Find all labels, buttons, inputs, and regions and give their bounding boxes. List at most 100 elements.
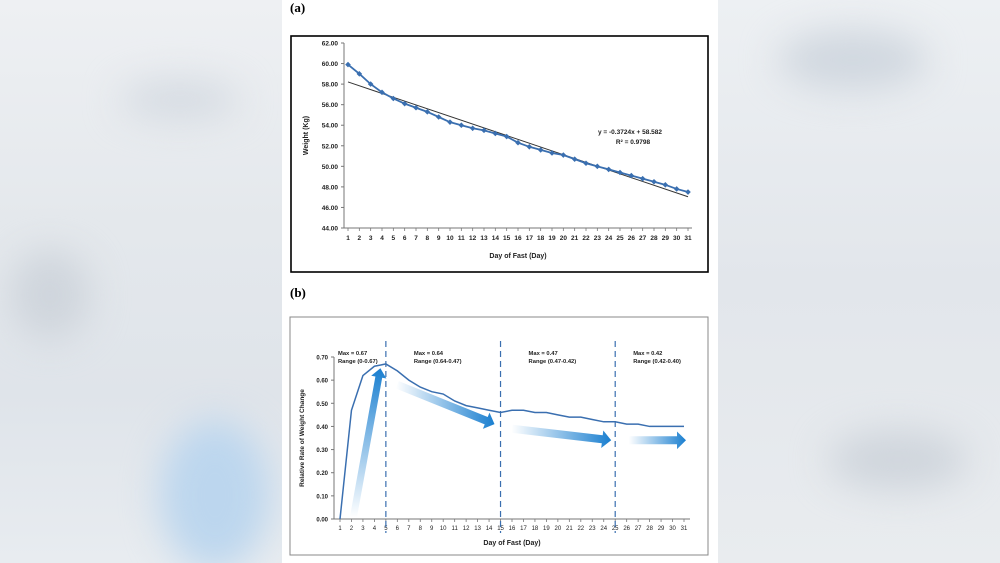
y-axis-title: Relative Rate of Weight Change [299,389,306,487]
data-point [673,186,680,192]
y-tick-label: 50.00 [322,164,339,171]
x-tick-label: 14 [486,526,493,532]
trend-arrow-phase-1 [350,368,387,518]
y-tick-label: 48.00 [322,184,339,191]
x-tick-label: 11 [452,526,459,532]
data-point [424,109,431,115]
x-tick-label: 4 [373,526,377,532]
x-tick-label: 24 [605,235,613,242]
phase-max-label: Max = 0.42 [633,351,662,357]
x-tick-label: 31 [681,526,688,532]
x-tick-label: 12 [469,235,477,242]
data-point [639,175,646,182]
trend-arrow-phase-4 [628,431,686,450]
x-tick-label: 10 [446,235,454,242]
x-tick-label: 15 [497,526,504,532]
x-tick-label: 1 [338,526,342,532]
y-tick-label: 58.00 [322,82,339,89]
x-tick-label: 30 [669,526,676,532]
x-tick-label: 28 [650,235,658,242]
data-point [492,130,499,137]
x-tick-label: 21 [566,526,573,532]
data-point [435,114,442,120]
data-point [605,166,612,173]
x-tick-label: 30 [673,235,681,242]
y-tick-label: 0.30 [316,448,328,454]
x-tick-label: 20 [555,526,562,532]
y-tick-label: 44.00 [322,226,339,233]
x-tick-label: 24 [600,526,607,532]
background-blob [160,420,270,563]
data-point [571,156,578,162]
phase-max-label: Max = 0.67 [338,351,367,357]
x-tick-label: 7 [407,526,411,532]
x-tick-label: 3 [369,235,373,242]
relative-rate-line [339,363,684,520]
y-tick-label: 0.40 [316,425,328,431]
y-tick-label: 0.00 [316,518,328,524]
x-tick-label: 13 [474,526,481,532]
x-tick-label: 20 [560,235,568,242]
y-tick-label: 0.10 [316,494,328,500]
data-point [481,127,487,134]
x-axis-title: Day of Fast (Day) [483,540,540,547]
x-tick-label: 2 [358,235,362,242]
x-tick-label: 19 [548,235,556,242]
x-tick-label: 12 [463,526,470,532]
x-tick-label: 23 [589,526,596,532]
x-tick-label: 16 [514,235,522,242]
y-tick-label: 46.00 [322,205,339,212]
trend-equation: y = -0.3724x + 58.582 [598,129,662,136]
x-tick-label: 6 [396,526,400,532]
x-tick-label: 15 [503,235,511,242]
x-tick-label: 21 [571,235,579,242]
data-point [503,133,510,140]
x-tick-label: 16 [509,526,516,532]
x-tick-label: 5 [384,526,388,532]
data-point [537,147,544,153]
x-tick-label: 22 [577,526,584,532]
x-tick-label: 10 [440,526,447,532]
x-tick-label: 22 [582,235,590,242]
background-right [718,0,1000,563]
data-point [628,172,635,179]
data-point [345,61,351,68]
x-tick-label: 13 [480,235,488,242]
data-point [469,125,476,132]
x-axis-title: Day of Fast (Day) [489,253,546,260]
chart-frame [289,316,709,556]
x-tick-label: 27 [639,235,647,242]
background-blob [120,80,240,120]
x-tick-label: 4 [380,235,384,242]
x-tick-label: 1 [346,235,350,242]
y-tick-label: 0.60 [316,379,328,385]
x-tick-label: 9 [437,235,441,242]
data-point [560,152,567,158]
panel-b-label: (b) [290,285,306,300]
y-tick-label: 56.00 [322,102,339,109]
background-blob [10,250,90,340]
phase-range-label: Range (0.47-0.42) [529,359,577,365]
background-left [0,0,282,563]
y-tick-label: 0.70 [316,356,328,362]
y-tick-label: 54.00 [322,123,339,130]
trend-arrow-phase-2 [395,381,495,429]
x-tick-label: 17 [520,526,527,532]
x-tick-label: 7 [414,235,418,242]
x-tick-label: 5 [392,235,396,242]
x-tick-label: 14 [492,235,500,242]
data-point [458,122,465,129]
x-tick-label: 18 [537,235,545,242]
phase-max-label: Max = 0.64 [414,351,444,357]
x-tick-label: 31 [684,235,692,242]
y-tick-label: 0.20 [316,471,328,477]
data-point [662,182,669,188]
x-tick-label: 29 [662,235,670,242]
y-tick-label: 62.00 [322,41,339,48]
x-tick-label: 8 [426,235,430,242]
x-tick-label: 23 [594,235,602,242]
x-tick-label: 3 [361,526,365,532]
x-tick-label: 17 [526,235,534,242]
data-point [379,89,385,96]
phase-max-label: Max = 0.47 [529,351,558,357]
